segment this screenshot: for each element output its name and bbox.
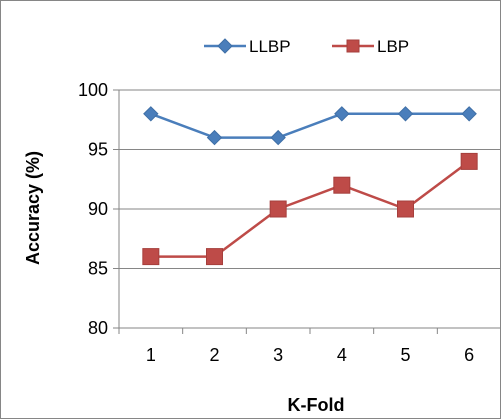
legend-label-llbp: LLBP [249,37,291,56]
x-tick-label-2: 2 [209,345,219,365]
point-llbp-2 [206,129,223,146]
x-tick-label-5: 5 [400,345,410,365]
legend-marker-lbp [346,39,360,53]
legend-item-llbp: LLBP [204,37,291,56]
legend-item-lbp: LBP [332,37,409,56]
y-tick-label-85: 85 [88,259,108,279]
point-llbp-6 [461,106,477,122]
point-lbp-1 [142,248,160,266]
tick-labels: 80 85 90 95 100 1 2 3 4 5 6 [78,80,474,365]
point-lbp-4 [333,176,351,194]
x-tick-label-6: 6 [464,345,474,365]
axes [113,89,501,334]
series-line-lbp [150,160,470,258]
gridlines [119,89,501,269]
point-llbp-5 [397,106,414,122]
y-tick-label-90: 90 [88,199,108,219]
series-group [142,106,478,266]
series-llbp [143,106,477,146]
x-axis-title: K-Fold [288,395,345,415]
series-lbp [142,152,478,266]
y-axis-title: Accuracy (%) [23,151,43,265]
legend: LLBP LBP [204,37,409,56]
point-lbp-5 [397,200,414,218]
x-tick-label-4: 4 [337,345,347,365]
x-tick-label-3: 3 [273,345,283,365]
series-line-llbp [150,112,470,139]
point-lbp-3 [269,200,287,218]
point-lbp-2 [206,248,223,266]
legend-label-lbp: LBP [377,37,409,56]
y-tick-label-95: 95 [88,140,108,160]
point-llbp-1 [143,106,159,122]
y-tick-label-80: 80 [88,318,108,338]
point-lbp-6 [460,152,478,170]
y-tick-label-100: 100 [78,80,108,100]
x-tick-label-1: 1 [146,345,156,365]
point-llbp-4 [334,106,350,122]
legend-marker-llbp [217,38,233,54]
point-llbp-3 [270,129,286,146]
